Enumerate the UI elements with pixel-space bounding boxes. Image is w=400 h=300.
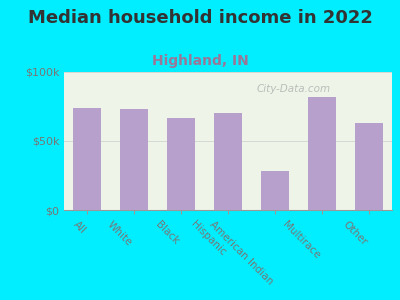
Text: Highland, IN: Highland, IN <box>152 54 248 68</box>
Text: Median household income in 2022: Median household income in 2022 <box>28 9 372 27</box>
Bar <box>73 108 102 210</box>
Bar <box>261 171 289 210</box>
Bar <box>120 109 148 210</box>
Bar <box>308 97 336 210</box>
Bar <box>167 118 195 210</box>
Bar <box>214 113 242 210</box>
Bar <box>354 123 383 210</box>
Text: City-Data.com: City-Data.com <box>256 84 331 94</box>
